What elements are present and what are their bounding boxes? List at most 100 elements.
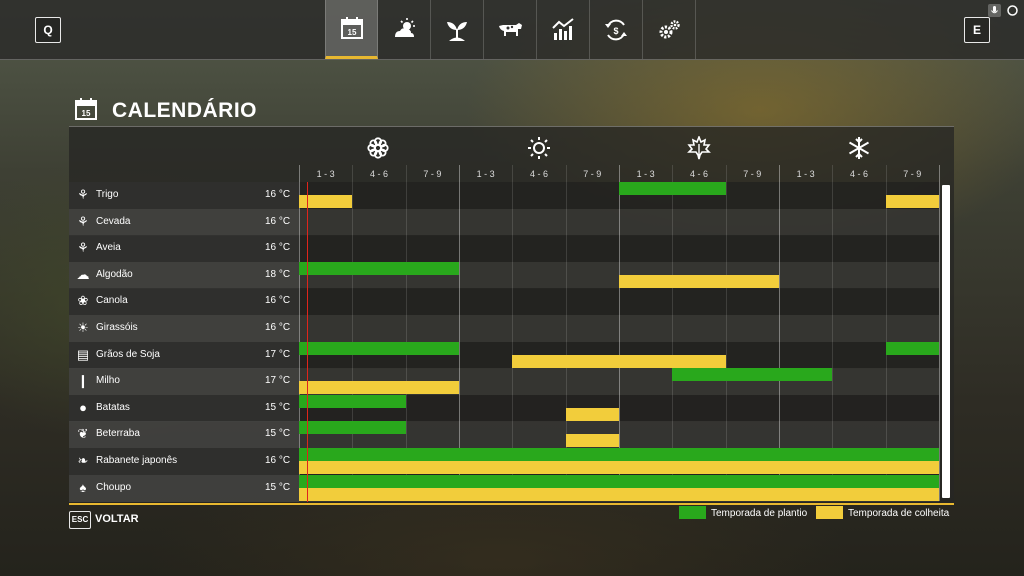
- planting-season-bar: [299, 421, 406, 435]
- crop-row: ● Batatas 15 °C: [69, 394, 939, 422]
- canola-icon: ❀: [77, 293, 89, 309]
- period-label: 7 - 9: [423, 169, 442, 179]
- period-label: 1 - 3: [476, 169, 495, 179]
- menu-tabs: 15: [325, 0, 696, 59]
- crop-name: Canola: [96, 295, 128, 307]
- cycle-money-icon: $: [605, 19, 627, 40]
- tab-animals[interactable]: [484, 0, 537, 59]
- legend-harvest-swatch: [816, 506, 843, 519]
- crop-name: Trigo: [96, 189, 119, 200]
- cow-icon: [499, 22, 522, 36]
- period-label: 4 - 6: [849, 169, 868, 179]
- tab-prices[interactable]: [537, 0, 590, 59]
- calendar-day-number: 15: [347, 28, 356, 37]
- crop-temperature: 16 °C: [265, 189, 291, 200]
- next-page-key[interactable]: E: [964, 17, 990, 43]
- barley-icon: ⚘: [77, 213, 89, 229]
- period-label: 4 - 6: [689, 169, 708, 179]
- crop-temperature: 18 °C: [265, 268, 291, 280]
- tab-crops[interactable]: [431, 0, 484, 59]
- crop-name: Algodão: [96, 268, 133, 280]
- poplar-icon: ♠: [79, 479, 87, 495]
- planting-season-bar: [299, 341, 459, 355]
- crop-temperature: 17 °C: [265, 348, 291, 360]
- grid-divider: [778, 165, 780, 501]
- title-icon-day: 15: [82, 109, 91, 118]
- tab-settings[interactable]: [643, 0, 696, 59]
- grid-divider: [832, 165, 834, 501]
- period-label: 1 - 3: [636, 169, 655, 179]
- crop-temperature: 16 °C: [265, 455, 291, 466]
- grid-divider: [885, 165, 887, 501]
- crop-temperature: 16 °C: [265, 322, 291, 333]
- sprout-icon: [447, 21, 467, 41]
- planting-season-bar: [885, 341, 939, 355]
- crop-temperature: 15 °C: [265, 401, 291, 413]
- scrollbar[interactable]: [942, 185, 950, 498]
- harvest-season-bar: [299, 195, 353, 208]
- crop-name-cell: ☀ Girassóis 16 °C: [69, 315, 299, 342]
- crop-row: ❦ Beterraba 15 °C: [69, 421, 939, 449]
- crop-temperature: 15 °C: [265, 481, 291, 493]
- legend-plant-swatch: [679, 506, 706, 519]
- harvest-season-bar: [299, 381, 459, 395]
- tab-finances[interactable]: $: [590, 0, 643, 59]
- planting-season-bar: [299, 394, 406, 408]
- crop-row: ▤ Grãos de Soja 17 °C: [69, 341, 939, 369]
- harvest-season-bar: [299, 487, 939, 501]
- harvest-season-bar: [299, 461, 939, 474]
- radish-icon: ❧: [77, 453, 89, 468]
- flower-icon: [367, 137, 389, 159]
- previous-page-key[interactable]: Q: [35, 17, 61, 43]
- soybean-icon: ▤: [76, 346, 90, 362]
- grid-divider: [405, 165, 407, 501]
- svg-text:$: $: [613, 26, 618, 36]
- cotton-icon: ☁: [76, 266, 90, 282]
- microphone-icon: [988, 4, 1001, 17]
- crop-name-cell: ▤ Grãos de Soja 17 °C: [69, 341, 299, 369]
- planting-season-bar: [672, 368, 833, 382]
- chart-icon: [552, 17, 574, 40]
- crop-name-cell: ♠ Choupo 15 °C: [69, 474, 299, 502]
- crop-name: Grãos de Soja: [96, 348, 160, 360]
- potato-icon: ●: [79, 399, 87, 415]
- crop-name-cell: ⚘ Aveia 16 °C: [69, 235, 299, 263]
- period-label: 1 - 3: [316, 169, 335, 179]
- page-title: CALENDÁRIO: [112, 99, 257, 122]
- grid-divider: [565, 165, 567, 501]
- crop-row: ⚘ Aveia 16 °C: [69, 235, 939, 263]
- period-label: 7 - 9: [903, 169, 922, 179]
- grid-divider: [299, 165, 300, 501]
- crop-name-cell: ☁ Algodão 18 °C: [69, 261, 299, 289]
- crop-temperature: 16 °C: [265, 295, 291, 307]
- crop-name: Rabanete japonês: [96, 455, 178, 466]
- leaf-icon: [687, 136, 711, 160]
- planting-season-bar: [299, 261, 459, 275]
- gears-icon: [659, 19, 680, 38]
- harvest-season-bar: [618, 274, 779, 288]
- sunflower-icon: ☀: [77, 320, 89, 335]
- weather-icon: [395, 17, 415, 37]
- grid-divider: [938, 165, 940, 501]
- legend-plant-label: Temporada de plantio: [711, 508, 808, 519]
- crop-name: Girassóis: [96, 322, 138, 333]
- tab-weather[interactable]: [378, 0, 431, 59]
- current-date-marker: [306, 182, 308, 502]
- oat-icon: ⚘: [77, 240, 89, 256]
- harvest-season-bar: [512, 354, 726, 368]
- crop-name: Aveia: [96, 242, 121, 254]
- crop-name: Choupo: [96, 481, 132, 493]
- crop-row: ☀ Girassóis 16 °C: [69, 315, 939, 342]
- grid-divider: [458, 165, 460, 501]
- crop-temperature: 17 °C: [265, 375, 291, 387]
- crop-temperature: 15 °C: [265, 428, 291, 440]
- grid-divider: [672, 165, 674, 501]
- corn-icon: ❙: [77, 373, 89, 389]
- wheat-icon: ⚘: [77, 187, 89, 202]
- tab-calendar[interactable]: 15: [325, 0, 378, 59]
- crop-name-cell: ❧ Rabanete japonês 16 °C: [69, 448, 299, 475]
- back-button[interactable]: VOLTAR: [95, 513, 139, 525]
- sun-icon: [528, 137, 550, 159]
- back-key[interactable]: ESC: [69, 511, 91, 529]
- planting-season-bar: [299, 474, 939, 488]
